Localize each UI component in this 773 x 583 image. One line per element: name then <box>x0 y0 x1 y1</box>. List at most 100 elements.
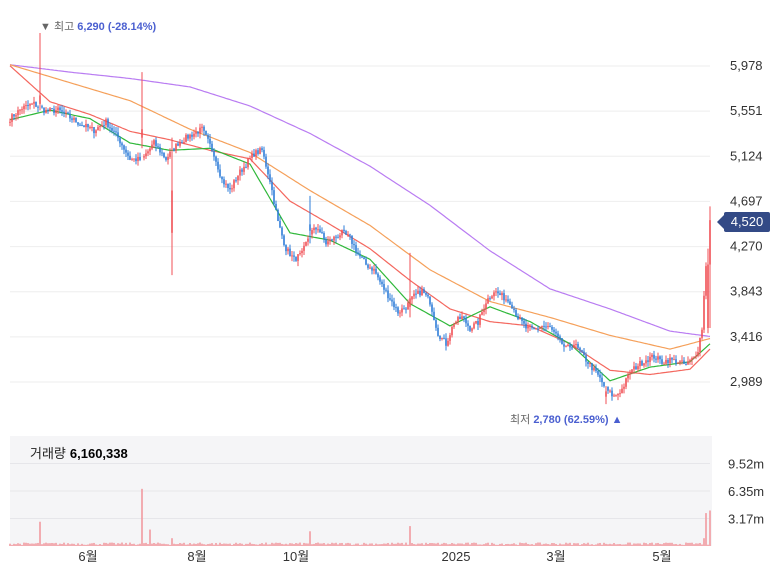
volume-bar <box>379 544 381 546</box>
volume-bar <box>671 542 673 546</box>
candle-body <box>481 312 483 315</box>
candle-body <box>707 264 709 328</box>
candle-body <box>289 248 291 257</box>
volume-bar <box>151 543 153 546</box>
volume-bar <box>331 542 333 546</box>
volume-bar <box>523 543 525 546</box>
candle-body <box>239 169 241 176</box>
candle-body <box>671 357 673 360</box>
volume-bar <box>99 544 101 546</box>
volume-bar <box>85 544 87 546</box>
candle-body <box>569 344 571 348</box>
volume-bar <box>323 543 325 546</box>
volume-bar <box>595 544 597 546</box>
candle-body <box>301 250 303 254</box>
candle-body <box>195 131 197 134</box>
volume-bar <box>159 543 161 546</box>
volume-bar <box>105 542 107 546</box>
volume-bar <box>235 542 237 546</box>
candle-body <box>145 153 147 157</box>
volume-bar <box>509 544 511 546</box>
volume-title: 거래량 6,160,338 <box>30 443 128 462</box>
moving-average-lines <box>9 64 711 382</box>
volume-bar <box>153 543 155 546</box>
volume-bar <box>301 544 303 546</box>
low-annotation: 최저 2,780 (62.59%) ▲ <box>510 411 623 427</box>
candle-body <box>303 245 305 251</box>
candle-body <box>597 371 599 375</box>
candle-body <box>57 107 59 111</box>
candle-body <box>639 360 641 367</box>
candle-body <box>175 143 177 151</box>
candle-body <box>633 366 635 370</box>
candle-body <box>507 299 509 302</box>
candle-body <box>43 107 45 113</box>
volume-bar <box>423 544 425 546</box>
volume-bar <box>563 544 565 546</box>
volume-bar <box>499 543 501 546</box>
candle-body <box>349 234 351 236</box>
candle-body <box>55 110 57 113</box>
candle-body <box>201 126 203 128</box>
volume-bar <box>209 543 211 546</box>
candle-body <box>209 138 211 144</box>
volume-bar <box>421 543 423 546</box>
volume-bar <box>549 544 551 546</box>
candle-body <box>705 266 707 296</box>
candle-body <box>345 231 347 235</box>
candle-body <box>137 156 139 162</box>
price-tick-label: 3,843 <box>730 284 763 299</box>
volume-bar <box>417 543 419 546</box>
candle-body <box>353 243 355 246</box>
candle-body <box>21 109 23 111</box>
volume-bar <box>239 543 241 546</box>
volume-bar <box>127 544 129 546</box>
volume-bar <box>15 544 17 546</box>
volume-bar <box>315 543 317 546</box>
candle-body <box>297 254 299 261</box>
volume-bar <box>73 543 75 546</box>
candle-body <box>537 328 539 330</box>
volume-bar <box>413 544 415 546</box>
candle-body <box>317 229 319 231</box>
candle-body <box>419 290 421 296</box>
candle-body <box>709 220 711 265</box>
volume-bar <box>51 542 53 546</box>
volume-bar <box>461 543 463 546</box>
volume-bar <box>165 544 167 546</box>
volume-bar <box>303 542 305 546</box>
candle-body <box>667 359 669 364</box>
volume-bar <box>211 543 213 546</box>
candle-body <box>37 106 39 108</box>
volume-bar <box>135 544 137 546</box>
volume-bar <box>621 544 623 546</box>
candle-body <box>657 356 659 360</box>
candle-body <box>621 388 623 394</box>
candle-body <box>51 108 53 110</box>
volume-bar <box>257 544 259 546</box>
volume-bar <box>385 543 387 546</box>
candle-body <box>361 256 363 258</box>
candle-body <box>599 374 601 378</box>
volume-bar <box>313 543 315 546</box>
volume-bar <box>701 544 703 546</box>
volume-bar <box>363 542 365 546</box>
volume-bar <box>67 543 69 546</box>
ma-long-line <box>9 64 711 350</box>
candle-body <box>123 145 125 150</box>
candle-body <box>95 130 97 134</box>
volume-bar <box>109 542 111 546</box>
high-arrow: ▼ <box>40 21 51 33</box>
volume-bar <box>483 544 485 546</box>
volume-bar <box>89 543 91 546</box>
candle-body <box>221 176 223 180</box>
volume-bar <box>573 543 575 546</box>
volume-bar <box>663 543 665 546</box>
candle-body <box>229 187 231 190</box>
volume-bar <box>305 543 307 546</box>
volume-bar <box>567 543 569 546</box>
volume-bar <box>665 542 667 546</box>
candle-body <box>467 323 469 326</box>
volume-bar <box>535 543 537 546</box>
